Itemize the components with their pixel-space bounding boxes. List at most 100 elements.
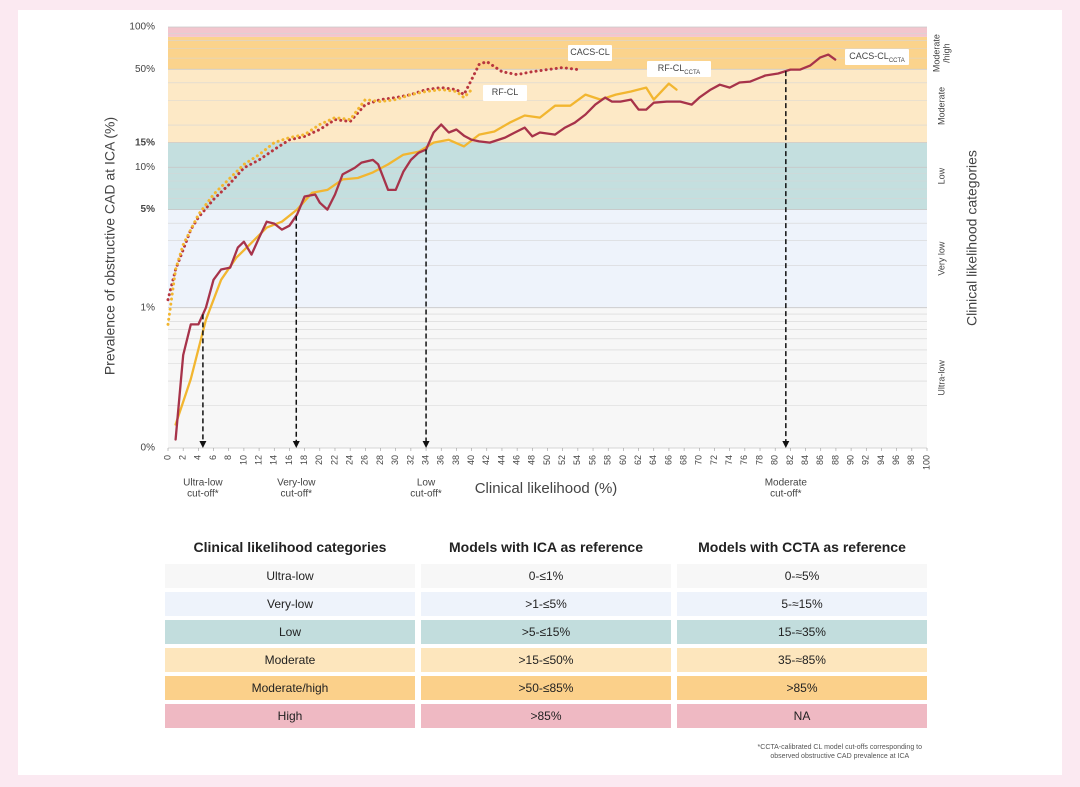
x-tick-label: 80 [770, 455, 780, 465]
series-line [166, 88, 474, 326]
x-tick-label: 66 [663, 455, 673, 465]
x-tick-label: 98 [906, 455, 916, 465]
x-tick-label: 94 [876, 455, 886, 465]
y-tick-label: 15% [135, 137, 155, 148]
table-cell: High [165, 704, 415, 728]
x-tick-label: 16 [284, 455, 294, 465]
x-tick-label: 48 [527, 455, 537, 465]
table-cell: Moderate [165, 648, 415, 672]
band-label: Very low [936, 241, 946, 276]
band-label: Low [936, 167, 946, 184]
x-tick-label: 72 [709, 455, 719, 465]
x-tick-label: 64 [648, 455, 658, 465]
x-tick-label: 8 [223, 455, 233, 460]
x-tick-label: 30 [390, 455, 400, 465]
x-tick-label: 42 [481, 455, 491, 465]
cutoff-label: cut-off* [187, 489, 219, 500]
category-table: Clinical likelihood categories Models wit… [165, 534, 927, 728]
series-subscript: CCTA [889, 58, 905, 64]
band-label: Ultra-low [936, 360, 946, 396]
x-tick-label: 6 [208, 455, 218, 460]
table-cell: >50-≤85% [421, 676, 671, 700]
series-label-box [647, 61, 711, 77]
table-cell: 0-≈5% [677, 564, 927, 588]
cutoff-label: Ultra-low [183, 478, 223, 489]
y-tick-label: 5% [141, 204, 156, 215]
category-band [168, 307, 927, 448]
x-tick-label: 12 [253, 455, 263, 465]
x-tick-label: 46 [512, 455, 522, 465]
category-band [168, 27, 927, 37]
header-cell: Clinical likelihood categories [193, 539, 387, 555]
x-tick-label: 38 [451, 455, 461, 465]
x-tick-label: 78 [754, 455, 764, 465]
footnote-line: *CCTA-calibrated CL model cut-offs corre… [757, 744, 922, 751]
series-label: RF-CL [492, 87, 519, 97]
table-row: Moderate/high >50-≤85% >85% [165, 676, 927, 700]
footnote: *CCTA-calibrated CL model cut-offs corre… [758, 743, 922, 761]
table-row: Very-low >1-≤5% 5-≈15% [165, 592, 927, 616]
series-label-box [483, 85, 527, 101]
table-row: Ultra-low 0-≤1% 0-≈5% [165, 564, 927, 588]
table-cell: >15-≤50% [421, 648, 671, 672]
table-row: High >85% NA [165, 704, 927, 728]
x-tick-label: 86 [815, 455, 825, 465]
cutoff-label: Low [417, 478, 436, 489]
series-name: CACS-CL [570, 47, 610, 57]
x-tick-label: 14 [269, 455, 279, 465]
band-label: Moderate [936, 87, 946, 125]
y-tick-label: 0% [141, 443, 156, 454]
x-tick-label: 20 [314, 455, 324, 465]
table-cell: Moderate/high [165, 676, 415, 700]
table-cell: Low [165, 620, 415, 644]
y-tick-label: 1% [141, 302, 156, 313]
table-header: Clinical likelihood categories Models wit… [165, 534, 927, 560]
table-cell: 35-≈85% [677, 648, 927, 672]
table-cell: Ultra-low [165, 564, 415, 588]
x-tick-label: 18 [299, 455, 309, 465]
series-name: RF-CL [658, 63, 685, 73]
x-tick-label: 82 [785, 455, 795, 465]
x-tick-label: 90 [845, 455, 855, 465]
x-tick-label: 84 [800, 455, 810, 465]
table-row: Moderate >15-≤50% 35-≈85% [165, 648, 927, 672]
table-cell: 15-≈35% [677, 620, 927, 644]
series-name: CACS-CL [849, 51, 889, 61]
chart: Ultra-low Very low Low Moderate Moderate/hig… [102, 22, 980, 500]
y-tick-label: 10% [135, 162, 155, 173]
series-name: RF-CL [492, 87, 519, 97]
footnote-line: observed obstructive CAD prevalence at I… [770, 753, 910, 760]
series-label: CACS-CL [570, 47, 610, 57]
cutoff-label: Moderate [765, 478, 808, 489]
x-tick-label: 88 [830, 455, 840, 465]
cutoff-arrow [292, 441, 300, 448]
y-tick-label: 100% [129, 22, 155, 33]
x-tick-label: 70 [694, 455, 704, 465]
y-tick-label: 50% [135, 64, 155, 75]
x-tick-label: 68 [678, 455, 688, 465]
series-label-box [568, 45, 612, 61]
cutoff-label: Very-low [277, 478, 316, 489]
table-row: Low >5-≤15% 15-≈35% [165, 620, 927, 644]
band-label: /high [941, 43, 951, 63]
x-tick-label: 44 [496, 455, 506, 465]
x-axis-title: Clinical likelihood (%) [475, 480, 618, 497]
category-band [168, 36, 927, 70]
cutoff-arrow [782, 441, 790, 448]
header-cell: Models with ICA as reference [449, 539, 643, 555]
x-tick-label: 36 [436, 455, 446, 465]
x-tick-label: 56 [587, 455, 597, 465]
x-tick-label: 32 [405, 455, 415, 465]
table-cell: >1-≤5% [421, 592, 671, 616]
x-tick-label: 28 [375, 455, 385, 465]
x-tick-label: 50 [542, 455, 552, 465]
category-band [168, 142, 927, 210]
cutoff-arrow [422, 441, 430, 448]
series-label: RF-CLCCTA [658, 63, 700, 75]
x-tick-label: 60 [618, 455, 628, 465]
table-cell: NA [677, 704, 927, 728]
x-tick-label: 100 [921, 455, 931, 470]
header-cell: Models with CCTA as reference [698, 539, 906, 555]
cutoff-label: cut-off* [281, 489, 313, 500]
